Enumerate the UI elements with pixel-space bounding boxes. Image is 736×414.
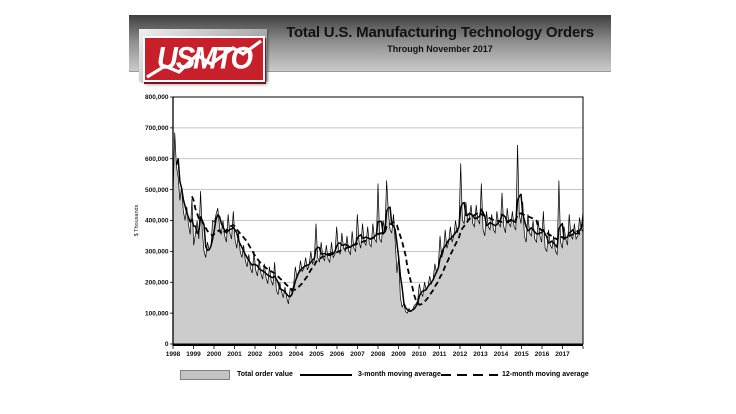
svg-text:200,000: 200,000	[145, 279, 169, 286]
chart-legend: Total order value 3-month moving average…	[0, 366, 736, 386]
legend-label-3-month-ma: 3-month moving average	[358, 371, 441, 378]
x-axis-tick-labels: 1998 1999 2000 2001 2002 2003 2004 2005 2006 2007…	[166, 346, 584, 358]
svg-text:2006: 2006	[330, 351, 345, 358]
svg-text:2008: 2008	[371, 351, 386, 358]
svg-text:800,000: 800,000	[145, 94, 169, 101]
svg-text:2002: 2002	[248, 351, 263, 358]
legend-area-swatch	[180, 370, 230, 380]
svg-text:400,000: 400,000	[145, 218, 169, 225]
svg-text:500,000: 500,000	[145, 187, 169, 194]
svg-text:2003: 2003	[268, 351, 283, 358]
usmto-logo: USMTO	[143, 36, 265, 82]
svg-text:1999: 1999	[186, 351, 201, 358]
svg-text:300,000: 300,000	[145, 249, 169, 256]
svg-text:2001: 2001	[227, 351, 242, 358]
svg-text:600,000: 600,000	[145, 156, 169, 163]
svg-text:2005: 2005	[309, 351, 324, 358]
svg-text:700,000: 700,000	[145, 125, 169, 132]
svg-text:2010: 2010	[412, 351, 427, 358]
svg-text:2000: 2000	[207, 351, 222, 358]
legend-solid-line-swatch	[300, 374, 352, 376]
chart-subtitle: Through November 2017	[387, 44, 493, 54]
svg-text:2017: 2017	[555, 351, 570, 358]
svg-text:100,000: 100,000	[145, 310, 169, 317]
svg-text:1998: 1998	[166, 351, 181, 358]
y-axis-tick-labels: 0 100,000 200,000 300,000 400,000 500,000 600,…	[145, 94, 173, 348]
svg-text:2004: 2004	[289, 351, 304, 358]
svg-text:2011: 2011	[432, 351, 446, 358]
svg-text:2009: 2009	[391, 351, 406, 358]
svg-text:2015: 2015	[514, 351, 529, 358]
svg-text:2012: 2012	[453, 351, 468, 358]
chart-title: Total U.S. Manufacturing Technology Orde…	[286, 24, 594, 41]
total-order-value-area	[172, 132, 584, 344]
header-text-block: Total U.S. Manufacturing Technology Orde…	[269, 24, 611, 54]
legend-dashed-line-swatch	[441, 374, 498, 376]
logo-zigzag-line-icon	[146, 39, 262, 79]
three-month-moving-average-line	[175, 158, 584, 312]
svg-text:2013: 2013	[473, 351, 488, 358]
svg-text:2007: 2007	[350, 351, 365, 358]
svg-text:0: 0	[165, 341, 169, 348]
legend-label-12-month-ma: 12-month moving average	[502, 371, 589, 378]
svg-text:2014: 2014	[494, 351, 509, 358]
legend-label-total-order-value: Total order value	[237, 371, 293, 378]
svg-text:$ Thousands: $ Thousands	[134, 204, 140, 236]
y-axis-title: $ Thousands	[134, 204, 140, 236]
svg-text:2016: 2016	[535, 351, 550, 358]
